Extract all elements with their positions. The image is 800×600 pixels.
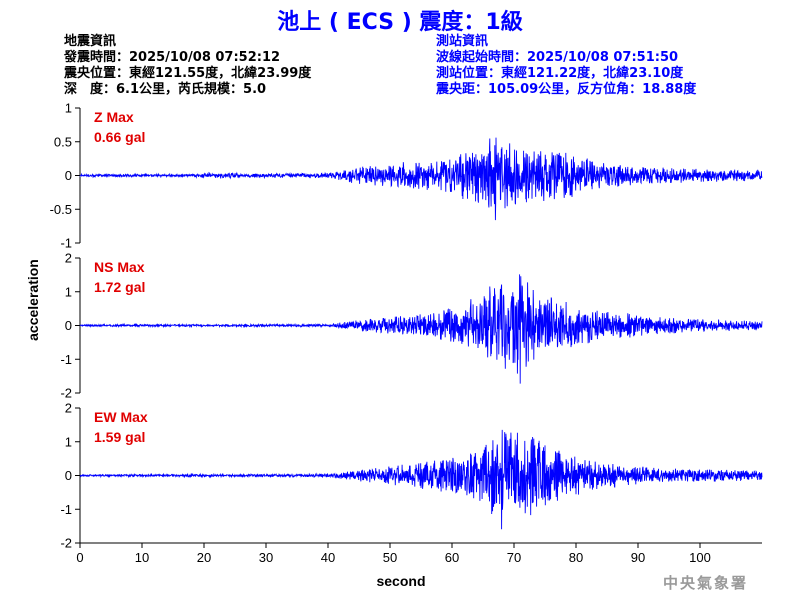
y-tick-label: -1 bbox=[60, 352, 72, 367]
y-tick-label: 0.5 bbox=[54, 134, 72, 149]
max-value-ew: 1.59 gal bbox=[94, 429, 145, 445]
max-label-ns: NS Max bbox=[94, 259, 145, 275]
quake-info: 地震資訊 發震時間：2025/10/08 07:52:12 震央位置：東經121… bbox=[64, 34, 311, 98]
y-tick-label: 1 bbox=[65, 101, 72, 116]
y-tick-label: 0 bbox=[65, 168, 72, 183]
waveform-ew bbox=[79, 429, 763, 530]
max-value-ns: 1.72 gal bbox=[94, 279, 145, 295]
waveform-z bbox=[79, 137, 763, 221]
x-tick-label: 0 bbox=[76, 550, 83, 565]
x-tick-label: 40 bbox=[321, 550, 335, 565]
x-axis-label: second bbox=[376, 573, 425, 589]
origin-time: 發震時間：2025/10/08 07:52:12 bbox=[64, 50, 281, 65]
y-tick-label: -2 bbox=[60, 536, 72, 551]
epicentral-distance: 震央距：105.09公里，反方位角：18.88度 bbox=[436, 82, 697, 97]
y-tick-label: 0 bbox=[65, 468, 72, 483]
x-tick-label: 90 bbox=[631, 550, 645, 565]
quake-info-heading: 地震資訊 bbox=[64, 34, 117, 49]
y-tick-label: 1 bbox=[65, 434, 72, 449]
x-tick-label: 60 bbox=[445, 550, 459, 565]
x-tick-label: 50 bbox=[383, 550, 397, 565]
y-tick-label: 2 bbox=[65, 251, 72, 266]
max-value-z: 0.66 gal bbox=[94, 129, 145, 145]
max-label-ew: EW Max bbox=[94, 409, 148, 425]
waveform-start-time: 波線起始時間：2025/10/08 07:51:50 bbox=[436, 50, 679, 65]
waveform-ns bbox=[79, 274, 763, 384]
max-label-z: Z Max bbox=[94, 109, 134, 125]
y-tick-label: 2 bbox=[65, 401, 72, 416]
agency-credit: 中央氣象署 bbox=[662, 574, 748, 592]
y-tick-label: -0.5 bbox=[50, 202, 72, 217]
station-info: 測站資訊 波線起始時間：2025/10/08 07:51:50 測站位置：東經1… bbox=[436, 34, 696, 98]
page-title: 池上 ( ECS ) 震度：1級 bbox=[277, 10, 523, 35]
y-tick-label: -1 bbox=[60, 236, 72, 251]
x-tick-label: 80 bbox=[569, 550, 583, 565]
x-tick-label: 30 bbox=[259, 550, 273, 565]
y-tick-label: 0 bbox=[65, 318, 72, 333]
depth-magnitude: 深 度：6.1公里，芮氏規模：5.0 bbox=[64, 82, 267, 97]
station-info-heading: 測站資訊 bbox=[436, 34, 489, 49]
y-tick-label: 1 bbox=[65, 284, 72, 299]
x-tick-label: 70 bbox=[507, 550, 521, 565]
x-tick-label: 10 bbox=[135, 550, 149, 565]
y-axis-label: acceleration bbox=[25, 259, 41, 341]
station-location: 測站位置：東經121.22度，北緯23.10度 bbox=[436, 66, 684, 81]
epicenter-location: 震央位置：東經121.55度，北緯23.99度 bbox=[64, 66, 312, 81]
x-tick-label: 20 bbox=[197, 550, 211, 565]
y-tick-label: -2 bbox=[60, 386, 72, 401]
y-tick-label: -1 bbox=[60, 502, 72, 517]
x-tick-label: 100 bbox=[689, 550, 711, 565]
